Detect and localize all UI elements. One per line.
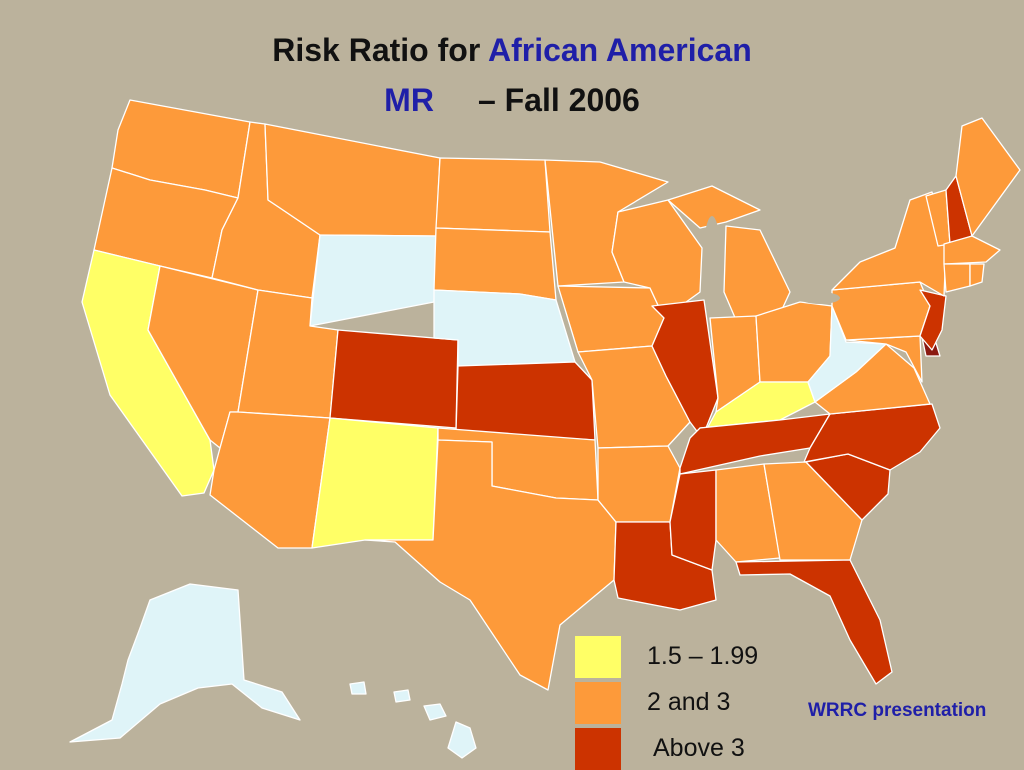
legend-swatch-red — [575, 728, 621, 770]
legend-item-yellow: 1.5 – 1.99 — [575, 636, 835, 678]
lake-michigan — [703, 216, 721, 308]
legend-label-orange: 2 and 3 — [647, 688, 731, 716]
state-alaska[interactable] — [69, 583, 301, 743]
lake-huron — [774, 208, 798, 268]
state-texas[interactable] — [364, 439, 617, 691]
state-hawaii-big[interactable] — [447, 721, 477, 759]
state-massachusetts[interactable] — [943, 235, 1001, 265]
legend-label-red: Above 3 — [653, 734, 745, 762]
state-new-york[interactable] — [831, 191, 947, 297]
state-hawaii-oahu[interactable] — [393, 689, 411, 703]
credit-text: WRRC presentation — [808, 700, 987, 721]
title-mr: MR — [384, 82, 434, 118]
state-iowa[interactable] — [557, 285, 665, 353]
state-new-mexico[interactable] — [311, 417, 439, 549]
state-illinois[interactable] — [651, 299, 719, 439]
legend-swatch-yellow — [575, 636, 621, 678]
state-rhode-island[interactable] — [969, 263, 985, 287]
state-wyoming[interactable] — [309, 234, 437, 327]
state-new-jersey[interactable] — [919, 289, 947, 351]
title-prefix: Risk Ratio for — [272, 32, 488, 68]
state-pennsylvania[interactable] — [831, 281, 931, 341]
state-connecticut[interactable] — [943, 263, 971, 293]
lake-erie — [800, 292, 840, 304]
legend-item-red: Above 3 — [575, 728, 835, 770]
legend-swatch-orange — [575, 682, 621, 724]
state-michigan-upper[interactable] — [667, 185, 761, 229]
state-hawaii-maui[interactable] — [423, 703, 447, 721]
state-colorado[interactable] — [329, 329, 459, 429]
state-kansas[interactable] — [455, 361, 596, 441]
state-georgia[interactable] — [763, 461, 863, 561]
state-west-virginia[interactable] — [807, 305, 887, 403]
state-arizona[interactable] — [209, 411, 331, 549]
legend-item-orange: 2 and 3 — [575, 682, 835, 724]
state-south-dakota[interactable] — [433, 227, 557, 301]
title-suffix: – Fall 2006 — [477, 82, 640, 118]
state-florida[interactable] — [735, 559, 893, 685]
title-accent: African American — [487, 32, 752, 68]
state-north-dakota[interactable] — [435, 157, 551, 233]
state-alabama[interactable] — [715, 463, 781, 563]
map-title-line1: Risk Ratio for African American — [0, 34, 1024, 66]
state-maine[interactable] — [955, 117, 1021, 237]
map-title-line2: MR – Fall 2006 — [0, 84, 1024, 116]
state-arkansas[interactable] — [597, 445, 681, 523]
legend-label-yellow: 1.5 – 1.99 — [647, 642, 759, 670]
state-hawaii-kauai[interactable] — [349, 681, 367, 695]
